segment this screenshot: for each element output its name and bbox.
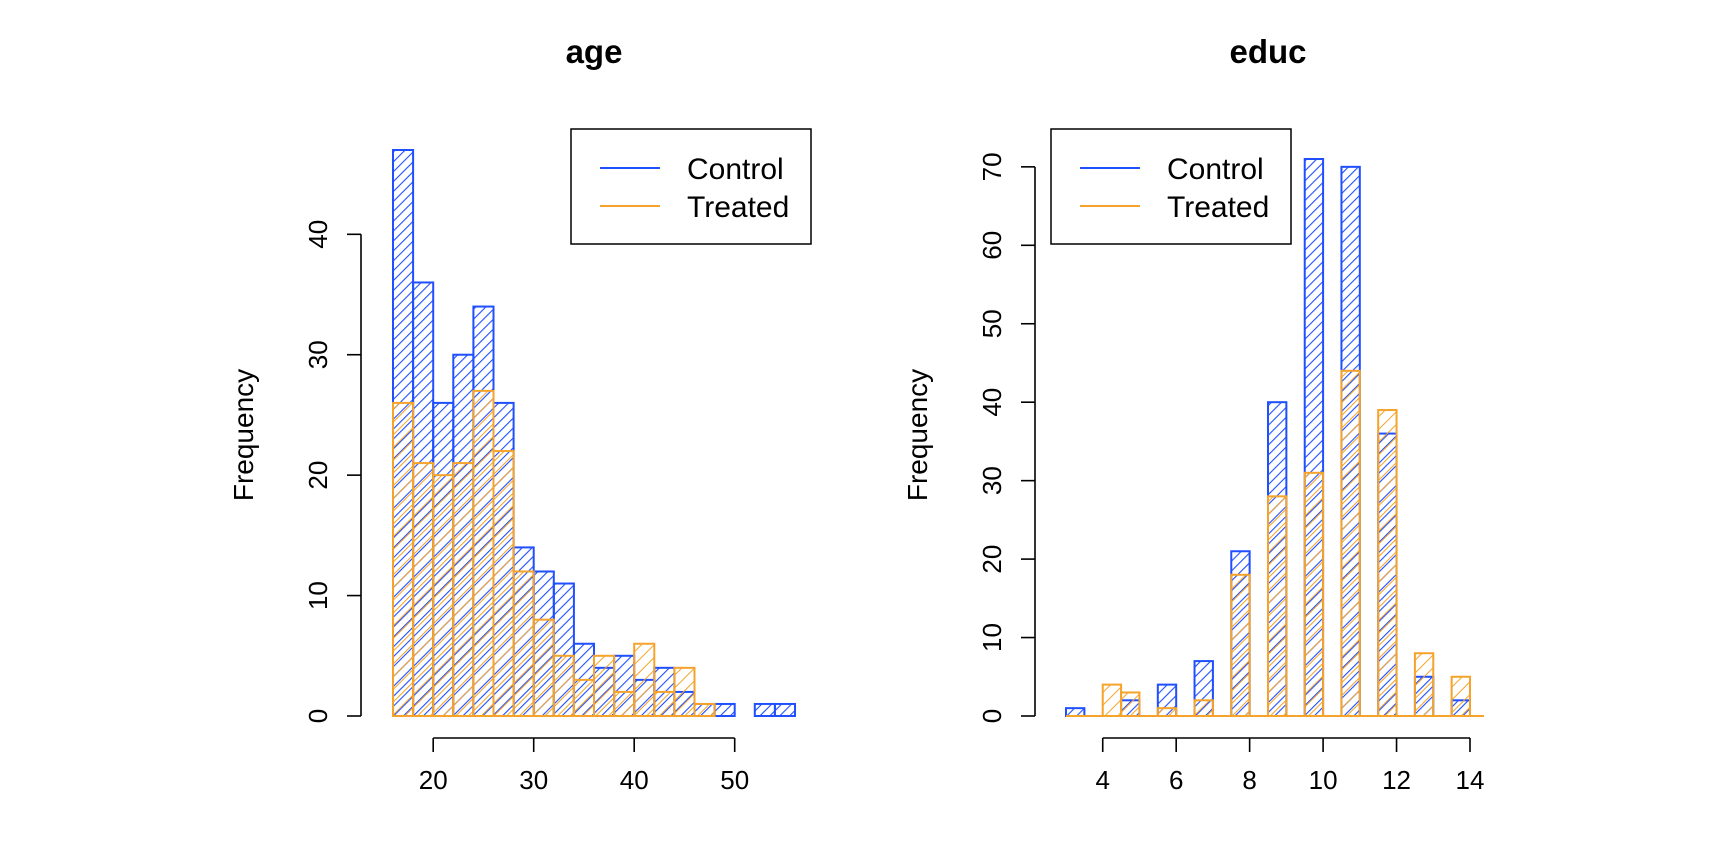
x-tick-label: 20 (419, 765, 448, 795)
bar-treated (1340, 369, 1361, 717)
bar-treated (572, 678, 596, 717)
y-tick-label: 30 (977, 466, 1007, 495)
bar-control (1065, 707, 1086, 717)
bar-treated (552, 654, 575, 717)
bar-treated (412, 462, 435, 717)
y-tick-label: 50 (977, 309, 1007, 338)
bar-treated (613, 690, 636, 718)
bar-treated (1450, 675, 1471, 718)
bar-treated (492, 450, 515, 717)
bar-treated (432, 474, 455, 717)
legend-label-control: Control (1167, 153, 1264, 186)
axes: 4 6 8 10 12 14 0 10 20 30 40 50 60 70 (977, 152, 1484, 795)
legend-label-control: Control (687, 153, 784, 186)
educ-histogram-panel: educ Frequency 4 6 8 10 12 14010203040506070 … (902, 33, 1484, 795)
bar-treated (472, 389, 495, 717)
y-tick-label: 20 (303, 461, 333, 490)
x-tick-label: 50 (720, 765, 749, 795)
legend-box (1050, 128, 1292, 245)
bar-treated (593, 654, 616, 717)
bar-control (713, 702, 736, 718)
y-axis-label: Frequency (902, 369, 933, 501)
bar-control (773, 702, 797, 718)
x-tick-label: 10 (1309, 765, 1338, 795)
bar-treated (1413, 652, 1435, 718)
bar-treated (653, 690, 676, 718)
y-axis-label: Frequency (228, 369, 259, 501)
chart-title: educ (1229, 33, 1306, 70)
bar-control (753, 702, 776, 718)
y-tick-label: 60 (977, 231, 1007, 260)
legend-label-treated: Treated (1167, 191, 1269, 224)
bar-treated (1303, 471, 1325, 718)
bar-treated (1193, 699, 1214, 718)
y-tick-label: 40 (303, 220, 333, 249)
x-tick-label: 12 (1382, 765, 1411, 795)
y-tick-label: 30 (303, 340, 333, 369)
bars (392, 149, 797, 718)
bar-treated (633, 642, 656, 718)
y-tick-label: 0 (303, 709, 333, 723)
y-tick-label: 0 (977, 709, 1007, 723)
x-tick-label: 6 (1169, 765, 1183, 795)
age-histogram-panel: age Frequency 20 30 40 50 0 10 20 30 40 Control … (228, 33, 812, 795)
x-tick-label: 40 (620, 765, 649, 795)
bar-treated (1101, 683, 1123, 717)
y-tick-label: 70 (977, 152, 1007, 181)
bar-treated (512, 570, 535, 718)
bar-treated (452, 462, 475, 717)
x-tick-label: 8 (1242, 765, 1256, 795)
bar-treated (1377, 409, 1398, 717)
x-tick-label: 14 (1456, 765, 1485, 795)
legend: Control Treated (1050, 128, 1292, 245)
legend: Control Treated (570, 128, 812, 245)
y-tick-label: 10 (977, 623, 1007, 652)
bar-treated (673, 666, 696, 717)
y-tick-label: 10 (303, 581, 333, 610)
y-tick-label: 20 (977, 545, 1007, 574)
legend-box (570, 128, 812, 245)
bar-treated (392, 401, 415, 717)
bar-treated (1267, 495, 1288, 718)
legend-label-treated: Treated (687, 191, 789, 224)
axes: 20 30 40 50 0 10 20 30 40 (303, 220, 749, 795)
bars (1065, 158, 1484, 718)
bar-treated (1230, 573, 1251, 718)
x-tick-label: 4 (1095, 765, 1109, 795)
x-tick-label: 30 (519, 765, 548, 795)
bar-treated (1120, 691, 1141, 717)
y-tick-label: 40 (977, 388, 1007, 417)
chart-title: age (566, 33, 623, 70)
bar-treated (1156, 707, 1178, 717)
bar-treated (693, 702, 716, 718)
bar-treated (532, 618, 555, 717)
